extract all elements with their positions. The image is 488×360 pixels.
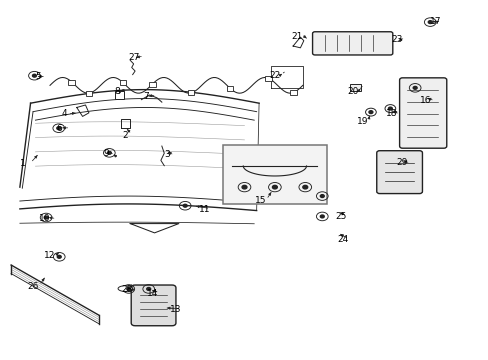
Circle shape: [320, 195, 324, 198]
Text: 15: 15: [254, 196, 266, 205]
Ellipse shape: [118, 286, 132, 292]
Text: 9: 9: [103, 149, 108, 158]
Text: 16: 16: [419, 96, 430, 105]
Text: 29: 29: [395, 158, 407, 167]
Text: 13: 13: [169, 305, 181, 314]
Bar: [119, 80, 126, 85]
Text: 27: 27: [128, 53, 140, 62]
Text: 17: 17: [429, 17, 441, 26]
Bar: [289, 90, 296, 95]
FancyBboxPatch shape: [312, 32, 392, 55]
Text: 2: 2: [122, 131, 128, 140]
Text: 7: 7: [143, 91, 149, 100]
Text: 8: 8: [114, 87, 120, 96]
Bar: [68, 80, 75, 85]
Text: 11: 11: [199, 205, 210, 214]
Text: 25: 25: [334, 212, 346, 221]
Text: 26: 26: [27, 282, 39, 291]
Text: 18: 18: [386, 109, 397, 118]
Circle shape: [272, 185, 277, 189]
Circle shape: [242, 185, 246, 189]
Text: 24: 24: [337, 235, 348, 244]
FancyBboxPatch shape: [222, 145, 326, 204]
Circle shape: [126, 288, 130, 291]
Circle shape: [107, 152, 111, 154]
Text: 21: 21: [291, 32, 302, 41]
Circle shape: [183, 204, 187, 207]
FancyBboxPatch shape: [131, 285, 176, 326]
Text: 6: 6: [57, 124, 62, 133]
Circle shape: [44, 216, 48, 219]
Circle shape: [387, 107, 391, 110]
Circle shape: [146, 288, 150, 291]
Bar: [187, 90, 194, 95]
Text: 23: 23: [390, 35, 402, 44]
Text: 1: 1: [20, 159, 26, 168]
Bar: [350, 84, 361, 91]
Text: 22: 22: [269, 71, 280, 80]
Bar: [115, 91, 123, 99]
Text: 14: 14: [147, 289, 159, 298]
Bar: [265, 76, 272, 81]
FancyBboxPatch shape: [376, 151, 422, 194]
Circle shape: [412, 86, 416, 89]
Text: 4: 4: [61, 109, 67, 118]
Bar: [226, 86, 233, 91]
Circle shape: [57, 255, 61, 258]
Circle shape: [320, 215, 324, 218]
Text: 28: 28: [121, 285, 132, 294]
FancyBboxPatch shape: [399, 78, 446, 148]
Bar: [148, 82, 155, 87]
Text: 3: 3: [163, 150, 169, 159]
Text: 19: 19: [356, 117, 367, 126]
Circle shape: [427, 21, 431, 23]
Circle shape: [368, 111, 372, 113]
Text: 10: 10: [40, 214, 51, 223]
Bar: [85, 91, 92, 96]
Text: 12: 12: [44, 251, 56, 260]
Text: 5: 5: [35, 72, 41, 81]
Circle shape: [57, 127, 61, 130]
Circle shape: [32, 74, 36, 77]
Circle shape: [302, 185, 307, 189]
Text: 20: 20: [346, 87, 358, 96]
